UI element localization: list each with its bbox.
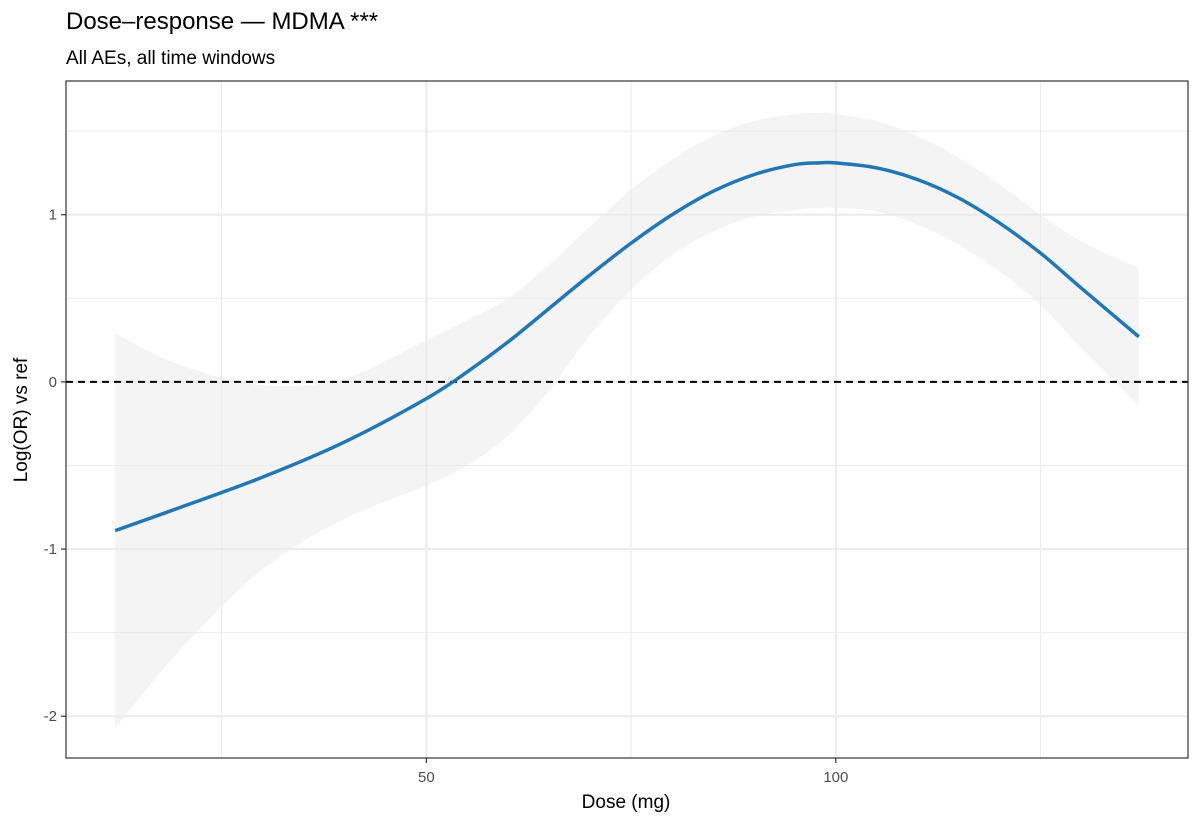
panel-border — [65, 80, 1189, 759]
y-tick-label: -2 — [44, 708, 57, 725]
y-axis-title: Log(OR) vs ref — [11, 357, 32, 482]
y-tick-label: -1 — [44, 541, 57, 558]
x-tick-label: 100 — [823, 769, 848, 786]
chart-title: Dose–response — MDMA *** — [66, 8, 378, 35]
series-line — [114, 160, 1140, 533]
x-tick-label: 50 — [418, 769, 435, 786]
chart-subtitle: All AEs, all time windows — [66, 48, 275, 69]
confidence-ribbon — [115, 112, 1139, 728]
x-axis-title: Dose (mg) — [582, 792, 671, 813]
y-tick-label: 1 — [49, 207, 57, 224]
axis-ticks: -2 -1 0 1 50 100 — [44, 207, 849, 786]
y-tick-label: 0 — [49, 374, 57, 391]
